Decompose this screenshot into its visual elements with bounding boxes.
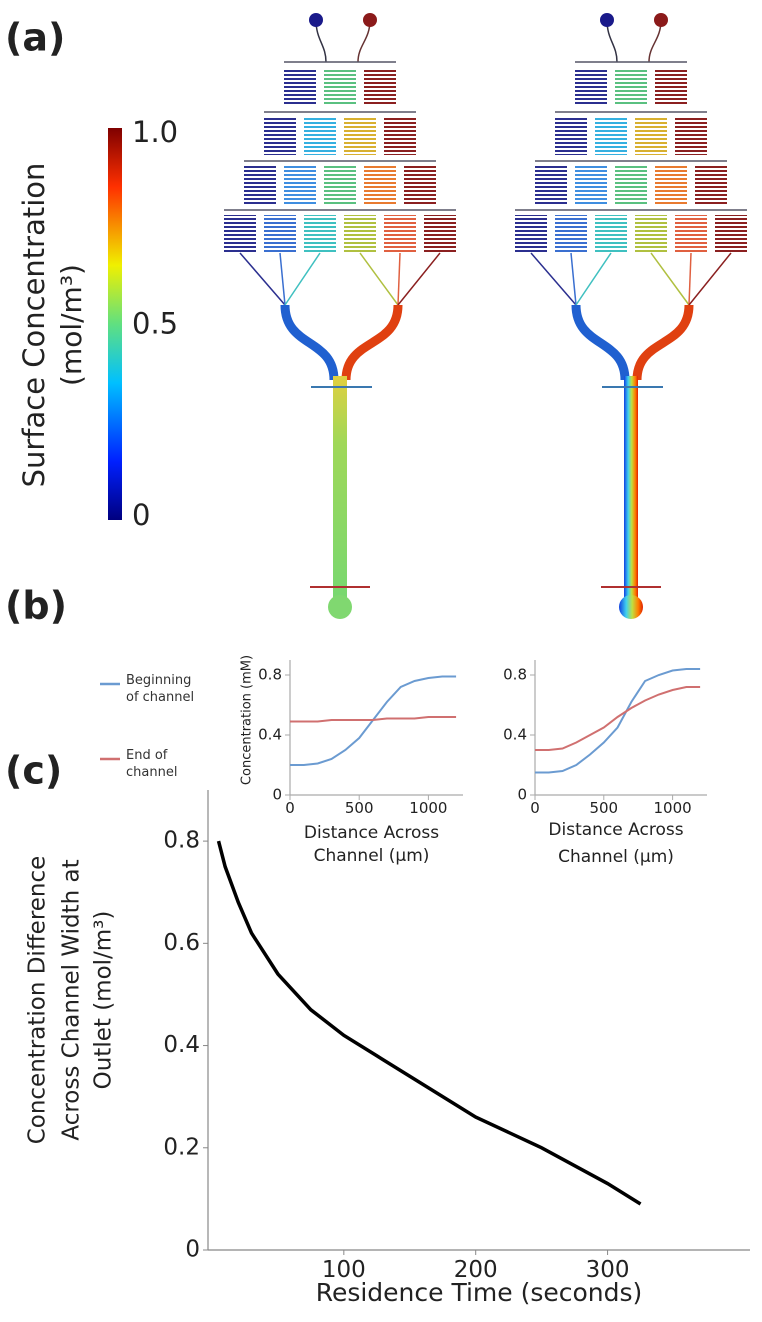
y-tick-label: 0.4 xyxy=(163,1032,200,1058)
panel-label: (b) xyxy=(5,584,67,628)
y-tick-label: 0.8 xyxy=(163,828,200,854)
colorbar-tick-label: 1.0 xyxy=(132,115,178,149)
data-line xyxy=(216,840,642,1206)
legend-label: End of channel xyxy=(126,748,178,780)
x-tick-label: 1000 xyxy=(654,799,692,817)
y-tick-label: 0 xyxy=(517,786,527,804)
y-tick-label: 0.8 xyxy=(258,666,282,684)
x-axis-label: Distance Across xyxy=(548,820,683,840)
x-tick-label: 200 xyxy=(454,1257,498,1283)
data-line xyxy=(290,716,457,723)
network-diagram xyxy=(224,13,456,619)
x-tick-label: 0 xyxy=(285,799,295,817)
x-tick-label: 100 xyxy=(322,1257,366,1283)
x-tick-label: 500 xyxy=(589,799,618,817)
x-tick-label: 0 xyxy=(530,799,540,817)
y-tick-label: 0.4 xyxy=(503,726,527,744)
x-axis-label: Channel (µm) xyxy=(314,846,430,866)
panel-label: (a) xyxy=(5,16,65,60)
colorbar-label: Surface Concentration xyxy=(17,163,51,488)
y-tick-label: 0.4 xyxy=(258,726,282,744)
x-axis-label: Channel (µm) xyxy=(558,847,674,867)
y-axis-label: Across Channel Width at xyxy=(59,859,85,1140)
x-tick-label: 1000 xyxy=(409,799,447,817)
y-axis-label: Outlet (mol/m³) xyxy=(91,911,117,1090)
x-tick-label: 300 xyxy=(586,1257,630,1283)
y-axis-label: Concentration (mM) xyxy=(240,655,255,785)
y-tick-label: 0.8 xyxy=(503,666,527,684)
y-tick-label: 0 xyxy=(185,1237,200,1263)
x-tick-label: 500 xyxy=(345,799,374,817)
network-diagram xyxy=(515,13,747,619)
y-tick-label: 0.6 xyxy=(163,930,200,956)
x-axis-label: Distance Across xyxy=(304,823,439,843)
x-axis-label: Residence Time (seconds) xyxy=(316,1278,643,1307)
colorbar-label: (mol/m³) xyxy=(55,264,88,386)
data-line xyxy=(535,686,701,751)
colorbar-tick-label: 0 xyxy=(132,498,150,532)
colorbar-tick-label: 0.5 xyxy=(132,307,178,341)
y-tick-label: 0 xyxy=(272,786,282,804)
y-axis-label: Concentration Difference xyxy=(25,856,51,1145)
legend-label: Beginning of channel xyxy=(126,673,195,705)
panel-label: (c) xyxy=(5,749,62,793)
colorbar xyxy=(108,128,122,520)
y-tick-label: 0.2 xyxy=(163,1134,200,1160)
data-line xyxy=(535,668,701,774)
